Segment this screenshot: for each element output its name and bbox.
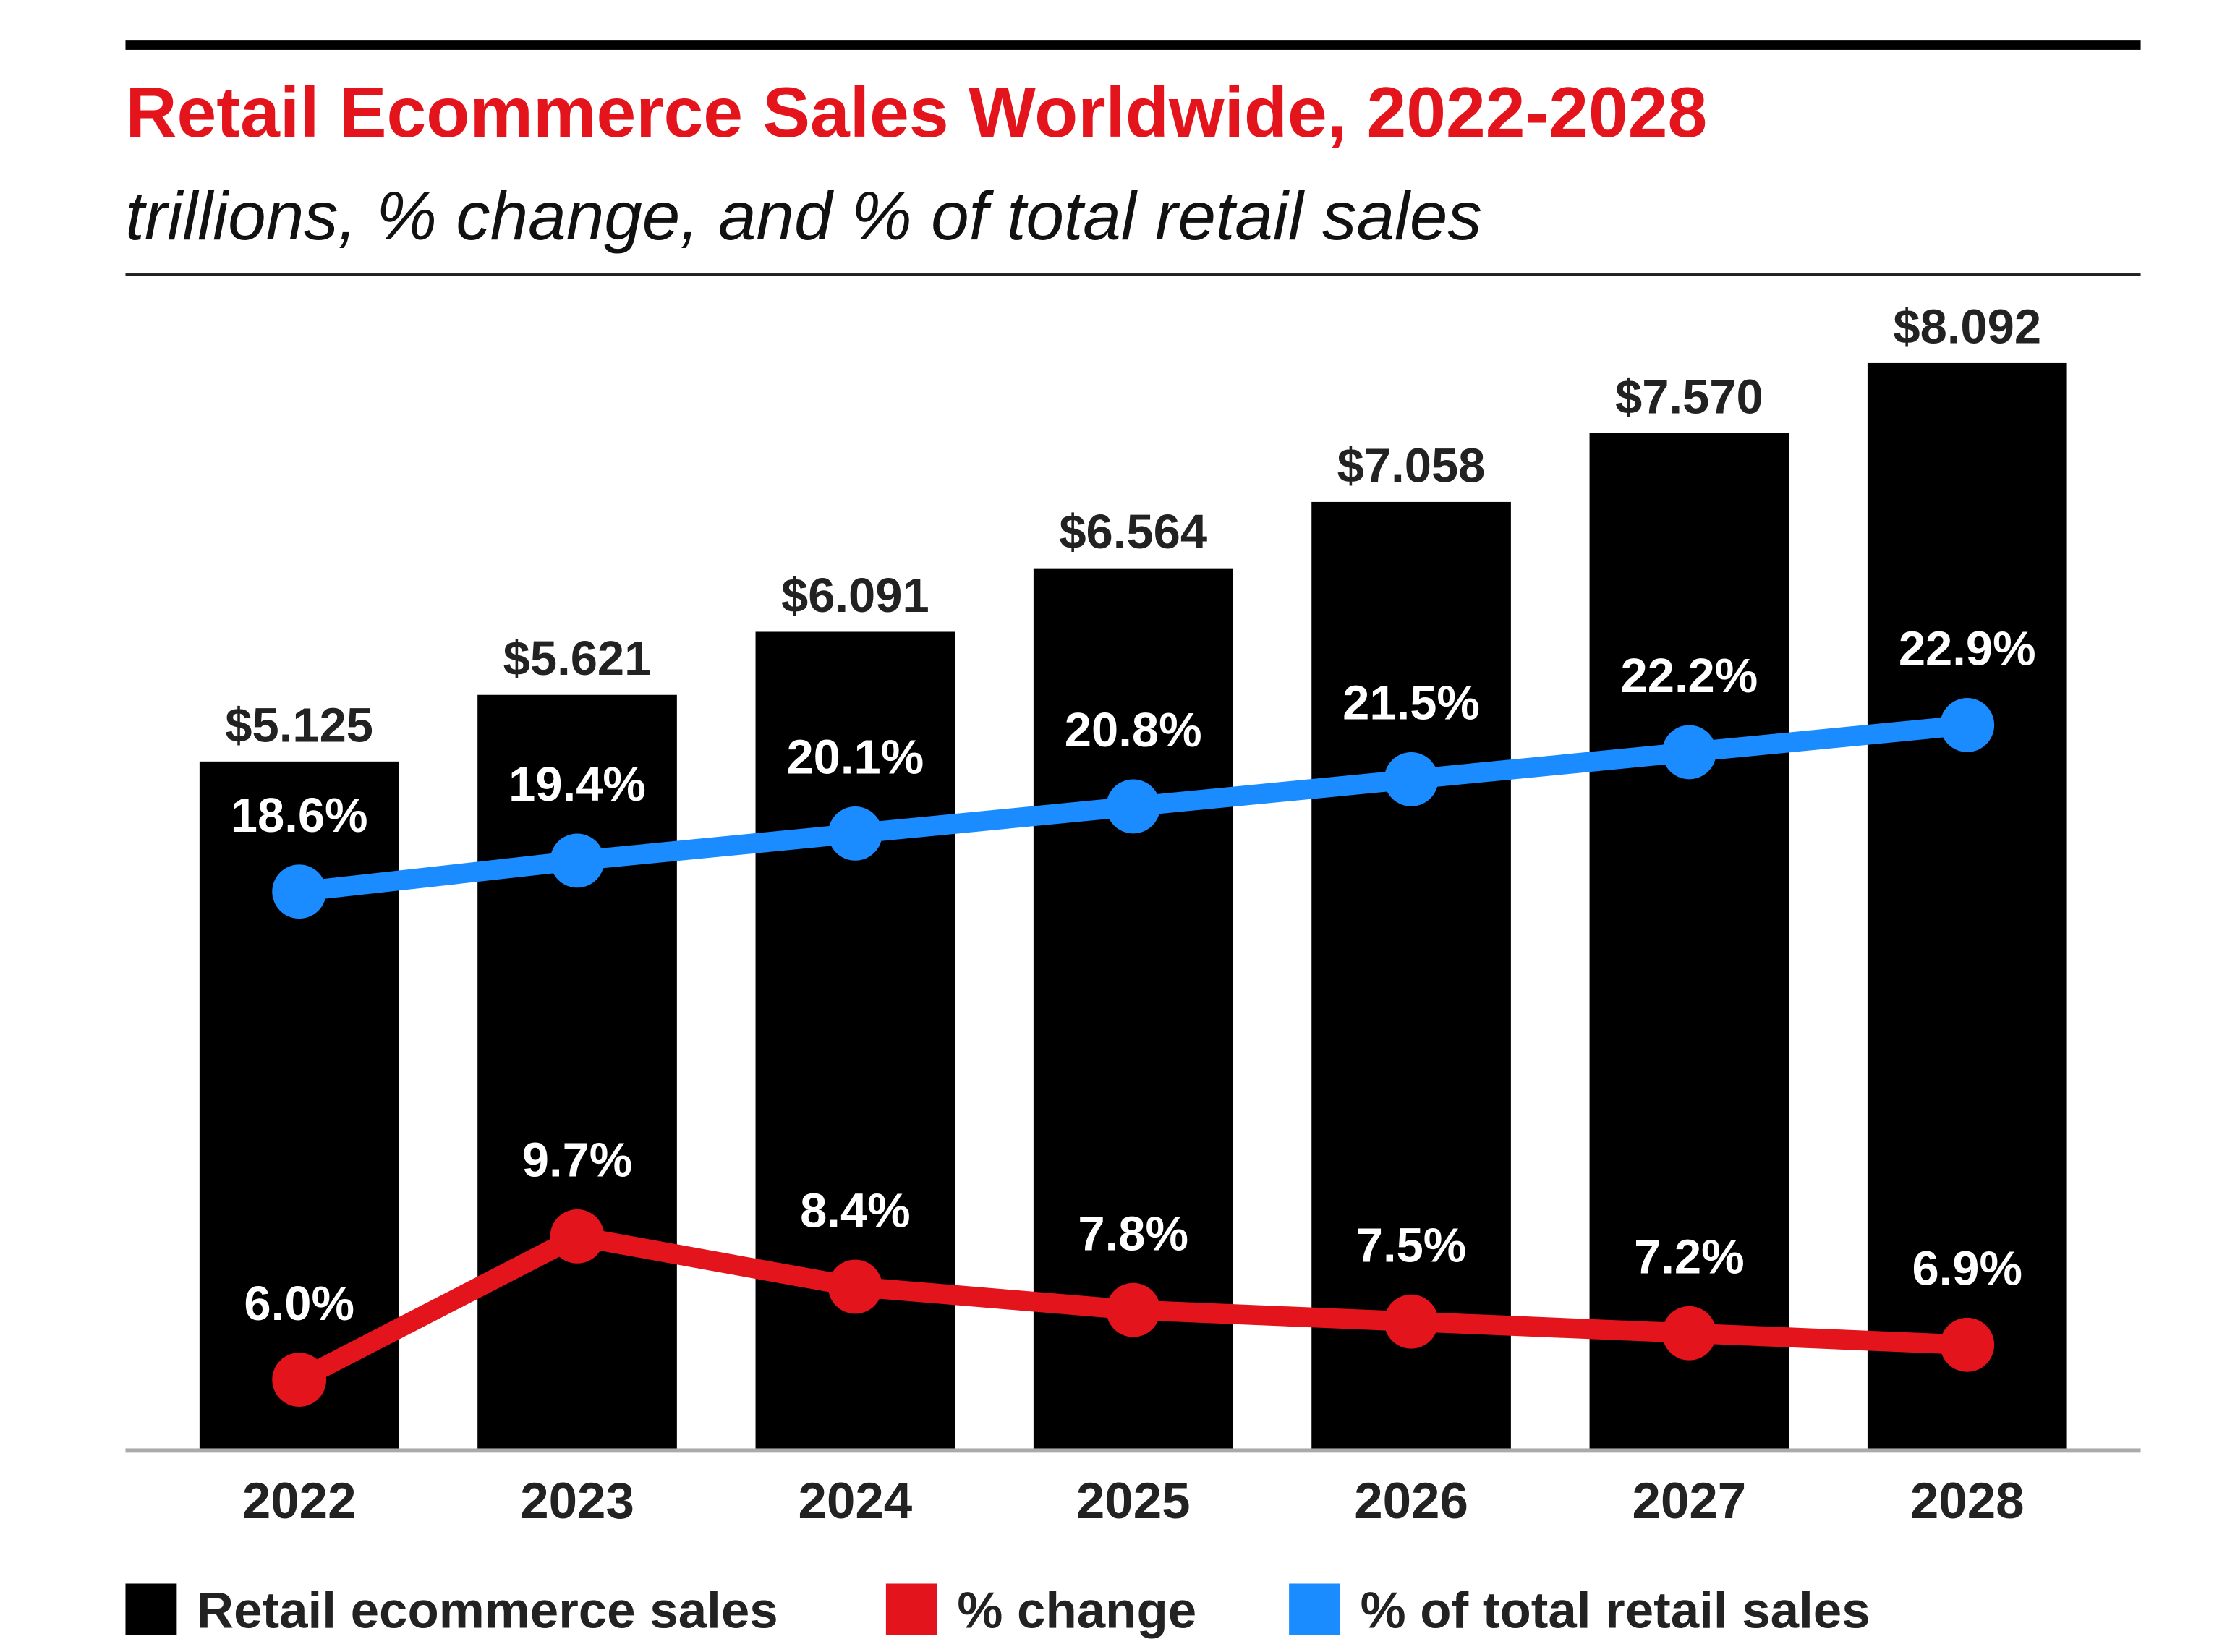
x-tick-label-2024: 2024 bbox=[799, 1473, 913, 1530]
change-point-2026 bbox=[1384, 1294, 1439, 1349]
x-tick-label-2023: 2023 bbox=[520, 1473, 634, 1530]
bar-label-2027: $7.570 bbox=[1615, 370, 1763, 424]
legend-label-sales: Retail ecommerce sales bbox=[197, 1583, 778, 1640]
bar-label-2025: $6.564 bbox=[1059, 505, 1207, 559]
chart-title: Retail Ecommerce Sales Worldwide, 2022-2… bbox=[125, 72, 1707, 152]
bar-label-2023: $5.621 bbox=[503, 631, 652, 686]
share-point-2024 bbox=[827, 806, 882, 861]
share-label-2022: 18.6% bbox=[231, 788, 368, 843]
bar-2023 bbox=[477, 694, 677, 1450]
change-label-2026: 7.5% bbox=[1356, 1219, 1467, 1273]
change-point-2024 bbox=[827, 1259, 882, 1314]
x-tick-label-2022: 2022 bbox=[242, 1473, 357, 1530]
bar-2026 bbox=[1311, 501, 1511, 1450]
legend: Retail ecommerce sales % change % of tot… bbox=[125, 1583, 1870, 1640]
legend-swatch-change bbox=[885, 1583, 937, 1635]
change-point-2027 bbox=[1661, 1306, 1716, 1361]
bar-label-2026: $7.058 bbox=[1337, 438, 1486, 493]
share-label-2023: 19.4% bbox=[508, 757, 646, 812]
bar-label-2024: $6.091 bbox=[781, 569, 929, 623]
share-point-2025 bbox=[1106, 779, 1161, 834]
x-tick-label-2026: 2026 bbox=[1354, 1473, 1468, 1530]
bar-label-2028: $8.092 bbox=[1893, 299, 2041, 354]
share-label-2028: 22.9% bbox=[1899, 622, 2036, 676]
share-label-2026: 21.5% bbox=[1342, 676, 1480, 731]
change-point-2022 bbox=[272, 1353, 327, 1407]
change-label-2023: 9.7% bbox=[522, 1133, 633, 1188]
share-point-2023 bbox=[550, 833, 605, 888]
x-tick-label-2025: 2025 bbox=[1076, 1473, 1191, 1530]
legend-swatch-sales bbox=[125, 1583, 177, 1635]
top-rule bbox=[125, 40, 2141, 50]
share-label-2024: 20.1% bbox=[786, 731, 924, 785]
x-axis-line bbox=[125, 1448, 2141, 1453]
change-label-2028: 6.9% bbox=[1912, 1242, 2022, 1296]
share-point-2028 bbox=[1940, 698, 1995, 752]
legend-swatch-share bbox=[1289, 1583, 1341, 1635]
share-label-2025: 20.8% bbox=[1065, 703, 1202, 757]
legend-label-share: % of total retail sales bbox=[1361, 1583, 1870, 1640]
change-label-2024: 8.4% bbox=[800, 1183, 911, 1238]
share-point-2027 bbox=[1661, 725, 1716, 780]
bar-2027 bbox=[1589, 433, 1789, 1450]
x-tick-label-2027: 2027 bbox=[1633, 1473, 1747, 1530]
bar-2028 bbox=[1867, 362, 2067, 1450]
legend-label-change: % change bbox=[957, 1583, 1196, 1640]
change-label-2022: 6.0% bbox=[244, 1277, 354, 1331]
x-tick-label-2028: 2028 bbox=[1910, 1473, 2025, 1530]
change-point-2025 bbox=[1106, 1282, 1161, 1337]
chart-subtitle: trillions, % change, and % of total reta… bbox=[125, 178, 1481, 255]
change-label-2027: 7.2% bbox=[1634, 1230, 1745, 1285]
bar-label-2022: $5.125 bbox=[225, 698, 373, 752]
share-point-2022 bbox=[272, 864, 327, 919]
subtitle-rule bbox=[125, 273, 2141, 276]
share-label-2027: 22.2% bbox=[1620, 649, 1758, 703]
change-label-2025: 7.8% bbox=[1078, 1206, 1188, 1261]
change-point-2028 bbox=[1940, 1317, 1995, 1372]
change-point-2023 bbox=[550, 1209, 605, 1264]
share-point-2026 bbox=[1384, 752, 1439, 806]
